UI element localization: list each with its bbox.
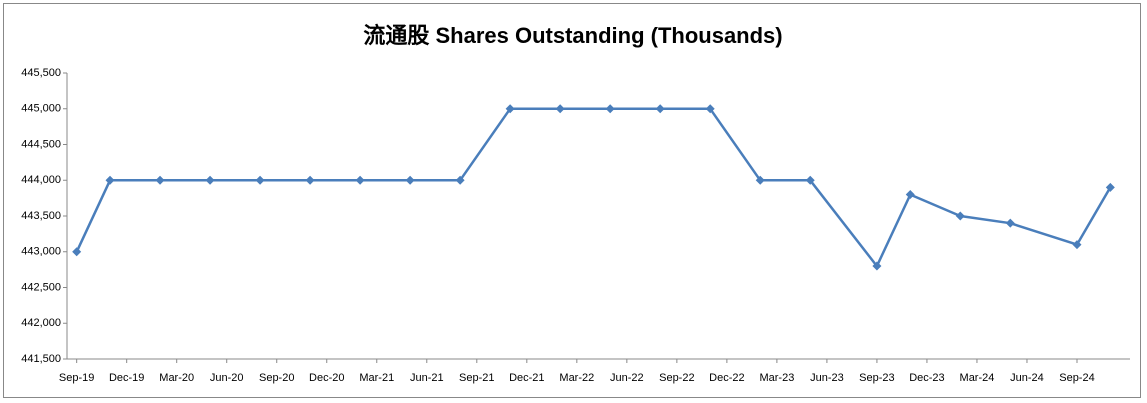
data-point <box>605 104 615 114</box>
data-point <box>255 175 265 185</box>
x-tick-label: Mar-21 <box>359 372 394 384</box>
y-tick-label: 445,000 <box>21 103 61 115</box>
x-tick-label: Dec-22 <box>709 372 744 384</box>
data-point <box>305 175 315 185</box>
x-tick-label: Sep-19 <box>59 372 94 384</box>
y-tick-label: 445,500 <box>21 67 61 79</box>
x-tick-label: Sep-24 <box>1059 372 1094 384</box>
y-tick-label: 442,500 <box>21 281 61 293</box>
data-point <box>355 175 365 185</box>
y-tick-label: 444,500 <box>21 138 61 150</box>
x-tick-label: Mar-22 <box>559 372 594 384</box>
data-point <box>555 104 565 114</box>
x-tick-label: Dec-23 <box>909 372 944 384</box>
y-tick-label: 441,500 <box>21 353 61 365</box>
data-point <box>105 175 115 185</box>
data-point <box>872 261 882 271</box>
x-tick-label: Sep-22 <box>659 372 694 384</box>
data-point <box>72 247 82 257</box>
y-tick-label: 444,000 <box>21 174 61 186</box>
x-tick-label: Mar-20 <box>159 372 194 384</box>
x-tick-label: Dec-20 <box>309 372 344 384</box>
data-point <box>1072 240 1082 250</box>
data-point <box>705 104 715 114</box>
data-point <box>655 104 665 114</box>
chart-title: 流通股 Shares Outstanding (Thousands) <box>363 23 782 48</box>
y-tick-label: 442,000 <box>21 317 61 329</box>
data-point <box>505 104 515 114</box>
x-tick-label: Sep-20 <box>259 372 294 384</box>
data-point <box>805 175 815 185</box>
data-point <box>955 211 965 221</box>
x-tick-label: Mar-24 <box>960 372 995 384</box>
data-point <box>455 175 465 185</box>
x-tick-label: Sep-21 <box>459 372 494 384</box>
data-point <box>755 175 765 185</box>
x-tick-label: Jun-24 <box>1010 372 1044 384</box>
x-tick-label: Dec-19 <box>109 372 144 384</box>
data-point <box>1105 182 1115 192</box>
y-tick-label: 443,000 <box>21 246 61 258</box>
x-tick-label: Sep-23 <box>859 372 894 384</box>
x-tick-label: Jun-22 <box>610 372 644 384</box>
x-tick-label: Jun-23 <box>810 372 844 384</box>
series-line <box>75 107 1112 268</box>
x-tick-label: Jun-21 <box>410 372 444 384</box>
data-point <box>405 175 415 185</box>
x-tick-label: Jun-20 <box>210 372 244 384</box>
y-tick-label: 443,500 <box>21 210 61 222</box>
data-point <box>1005 218 1015 228</box>
data-point <box>905 190 915 200</box>
x-tick-label: Dec-21 <box>509 372 544 384</box>
data-point <box>205 175 215 185</box>
x-tick-label: Mar-23 <box>759 372 794 384</box>
chart-border <box>3 3 1141 398</box>
data-point <box>155 175 165 185</box>
